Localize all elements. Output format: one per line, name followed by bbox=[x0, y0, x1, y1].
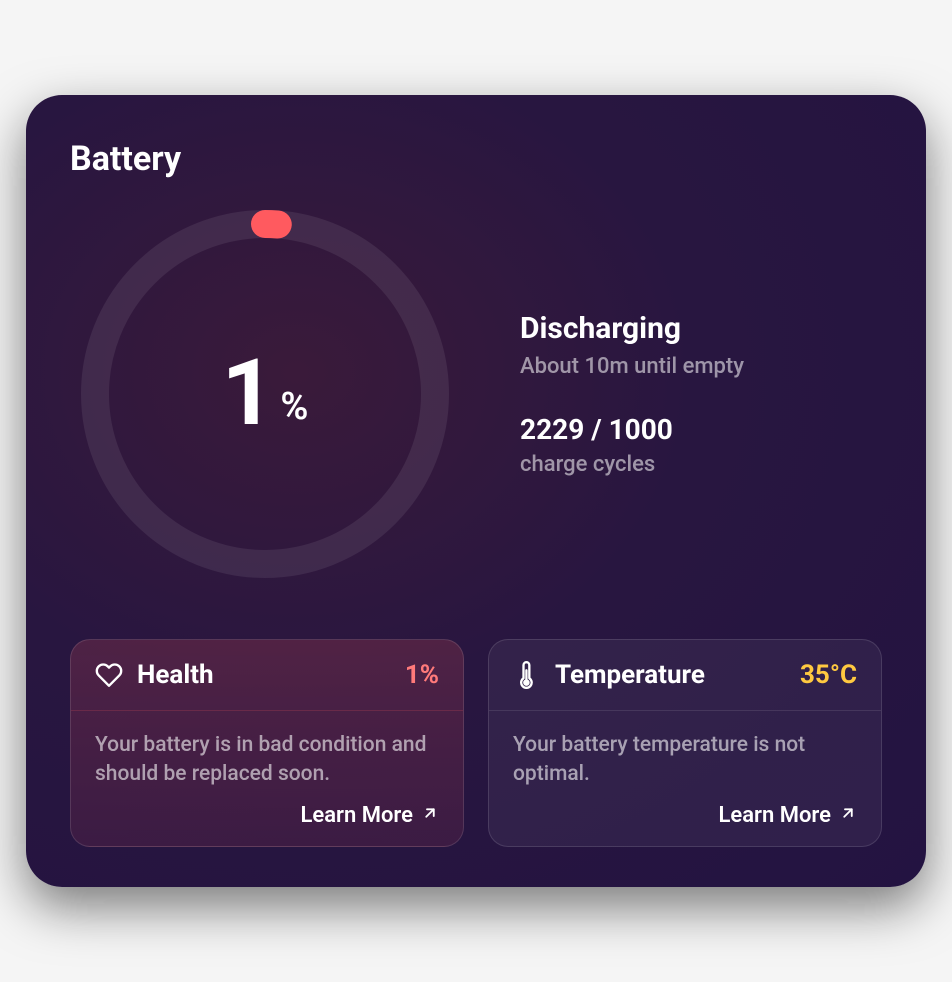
health-card-body: Your battery is in bad condition and sho… bbox=[71, 711, 463, 847]
temperature-title: Temperature bbox=[555, 660, 800, 690]
health-card-header: Health 1% bbox=[71, 640, 463, 711]
cycles-block: 2229 / 1000 charge cycles bbox=[520, 413, 744, 477]
percent-value: 1 bbox=[222, 348, 275, 440]
status-block: Discharging About 10m until empty bbox=[520, 311, 744, 379]
health-card: Health 1% Your battery is in bad conditi… bbox=[70, 639, 464, 848]
widget-title: Battery bbox=[70, 139, 882, 179]
health-value: 1% bbox=[405, 660, 439, 690]
status-title: Discharging bbox=[520, 311, 744, 346]
temperature-card: Temperature 35°C Your battery temperatur… bbox=[488, 639, 882, 848]
health-learn-more-link[interactable]: Learn More bbox=[95, 803, 439, 828]
thermometer-icon bbox=[513, 661, 541, 689]
battery-gauge: 1 % bbox=[70, 199, 460, 589]
learn-more-label: Learn More bbox=[719, 803, 831, 828]
cycles-label: charge cycles bbox=[520, 452, 744, 477]
temperature-value: 35°C bbox=[800, 660, 857, 690]
temperature-card-header: Temperature 35°C bbox=[489, 640, 881, 711]
health-text: Your battery is in bad condition and sho… bbox=[95, 731, 439, 790]
heart-icon bbox=[95, 661, 123, 689]
arrow-up-right-icon bbox=[421, 803, 439, 828]
temperature-text: Your battery temperature is not optimal. bbox=[513, 731, 857, 790]
info-column: Discharging About 10m until empty 2229 /… bbox=[520, 311, 744, 477]
battery-widget: Battery 1 % Discharging About 10m until … bbox=[26, 95, 926, 888]
status-subtitle: About 10m until empty bbox=[520, 354, 744, 379]
percent-symbol: % bbox=[280, 385, 308, 429]
main-row: 1 % Discharging About 10m until empty 22… bbox=[70, 199, 882, 589]
temperature-card-body: Your battery temperature is not optimal.… bbox=[489, 711, 881, 847]
health-title: Health bbox=[137, 660, 405, 690]
temperature-learn-more-link[interactable]: Learn More bbox=[513, 803, 857, 828]
gauge-center: 1 % bbox=[70, 199, 460, 589]
arrow-up-right-icon bbox=[839, 803, 857, 828]
cycles-value: 2229 / 1000 bbox=[520, 413, 744, 446]
subcards-row: Health 1% Your battery is in bad conditi… bbox=[70, 639, 882, 848]
learn-more-label: Learn More bbox=[301, 803, 413, 828]
